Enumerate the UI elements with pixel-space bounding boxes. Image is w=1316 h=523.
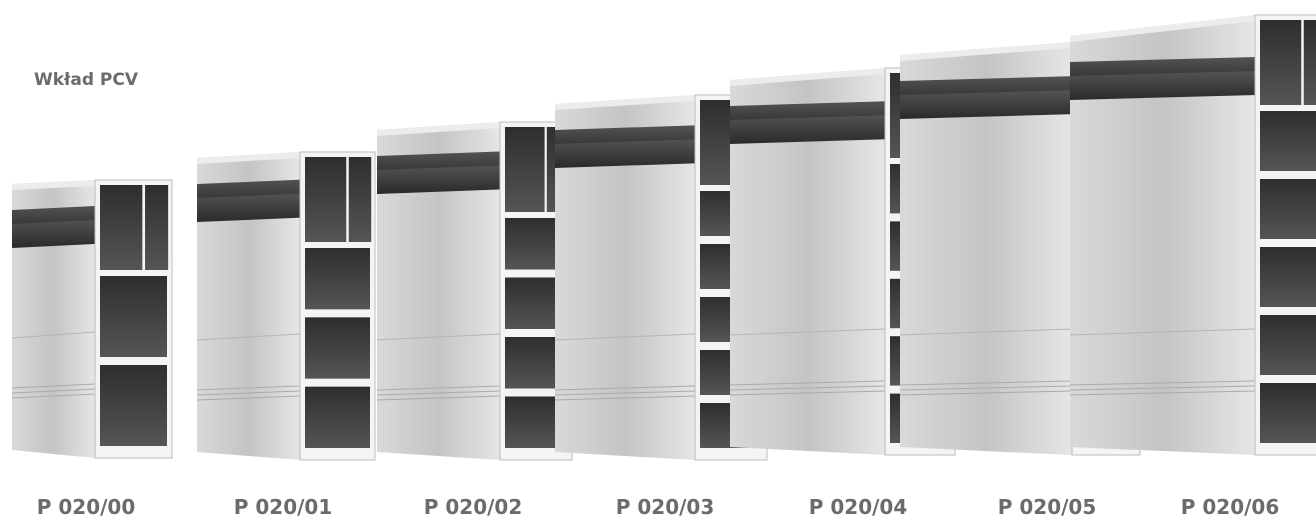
groove (376, 333, 501, 341)
pcv-insert (1070, 70, 1295, 100)
groove (899, 328, 1073, 336)
groove (376, 395, 501, 401)
section-cell (1303, 20, 1316, 105)
profiles (11, 14, 1316, 461)
pcv-insert (555, 138, 735, 168)
groove (1069, 380, 1256, 386)
section-cell (305, 157, 347, 242)
pcv-insert (900, 89, 1112, 119)
groove (11, 331, 96, 339)
profile (196, 151, 376, 461)
profile (376, 121, 573, 461)
title: Wkład PCV (34, 70, 139, 90)
groove (196, 333, 301, 341)
groove (11, 388, 96, 394)
groove (554, 385, 696, 391)
product-label: P 020/02 (424, 495, 523, 519)
groove (1069, 390, 1256, 396)
section-cell (305, 317, 370, 379)
groove (729, 380, 886, 386)
section-cell (1260, 179, 1316, 239)
section-cell (100, 365, 167, 446)
section-cell (1260, 383, 1316, 443)
profile-top (377, 122, 500, 136)
product-label: P 020/06 (1181, 495, 1280, 519)
product-label: P 020/01 (234, 495, 333, 519)
groove (899, 380, 1073, 386)
profile (1069, 14, 1316, 456)
groove (11, 393, 96, 399)
groove (554, 395, 696, 401)
profile-side (730, 68, 885, 455)
groove (729, 385, 886, 391)
groove (11, 383, 96, 389)
groove (196, 395, 301, 401)
profile-top (900, 42, 1072, 61)
section-cell (305, 248, 370, 310)
section-cell (505, 127, 545, 212)
groove (554, 390, 696, 396)
profile-side (377, 122, 500, 460)
profile-top (12, 180, 95, 190)
section-cell (1260, 20, 1302, 105)
groove (729, 328, 886, 336)
section-cell (305, 386, 370, 448)
groove (196, 390, 301, 396)
profile-top (555, 95, 695, 110)
profile-side (12, 180, 95, 458)
groove (729, 390, 886, 396)
profile-top (1070, 15, 1255, 42)
labels: P 020/00 P 020/01 P 020/02 P 020/03 P 020/04… (37, 495, 1280, 519)
groove (1069, 328, 1256, 336)
pcv-insert (730, 114, 925, 144)
product-label: P 020/05 (998, 495, 1097, 519)
profile (11, 179, 173, 459)
profile-side (555, 95, 695, 460)
groove (899, 390, 1073, 396)
profile-side (1070, 15, 1255, 455)
groove (376, 390, 501, 396)
section-cell (348, 157, 372, 242)
groove (1069, 385, 1256, 391)
profile-side (900, 42, 1072, 455)
profile-top (197, 152, 300, 164)
product-label: P 020/03 (616, 495, 715, 519)
groove (554, 333, 696, 341)
pcv-insert (377, 164, 540, 194)
profile-top (730, 68, 885, 86)
groove (196, 385, 301, 391)
section-cell (100, 185, 143, 270)
section-cell (1260, 315, 1316, 375)
product-label: P 020/04 (809, 495, 908, 519)
groove (376, 385, 501, 391)
section-cell (100, 276, 167, 357)
profile-side (197, 152, 300, 460)
product-label: P 020/00 (37, 495, 136, 519)
section-cell (1260, 111, 1316, 171)
groove (899, 385, 1073, 391)
section-cell (145, 185, 169, 270)
section-cell (1260, 247, 1316, 307)
